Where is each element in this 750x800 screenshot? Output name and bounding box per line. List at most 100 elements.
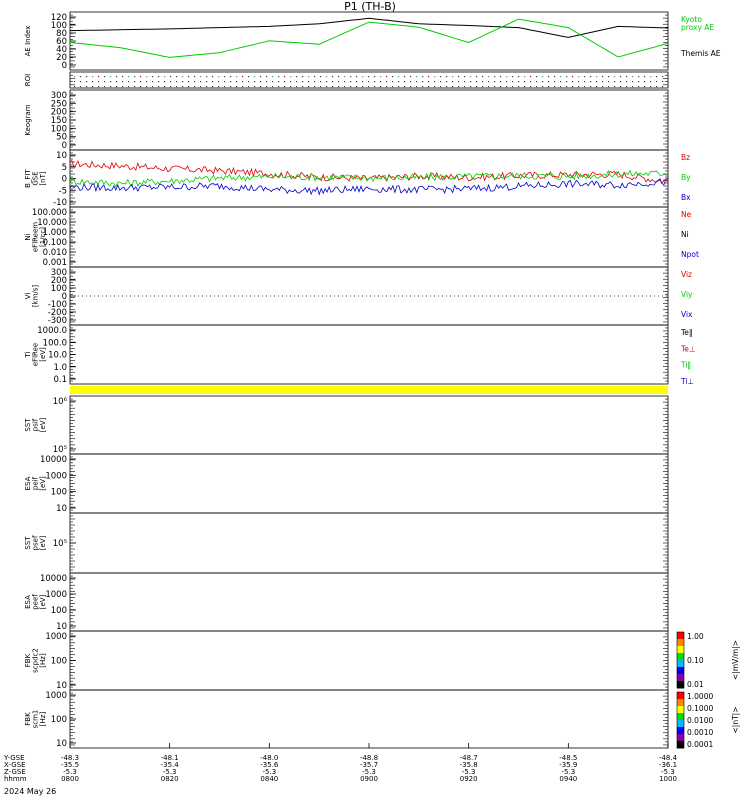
legend-label: Te⊥: [680, 344, 695, 353]
roi-dot: [584, 76, 586, 78]
bottom-axis-layer: Y-GSEX-GSEZ-GSEhhmm-48.3-35.5-5.30800-48…: [3, 743, 678, 783]
y-tick-label: -300: [48, 316, 67, 326]
roi-dot: [554, 76, 556, 78]
roi-dot: [386, 76, 388, 78]
y-axis-label: [1/cc]: [39, 227, 47, 247]
legend-label: Bx: [681, 193, 691, 202]
roi-dot: [224, 86, 226, 88]
roi-dot: [200, 76, 202, 78]
y-tick-label: 100: [51, 488, 67, 498]
roi-dot: [470, 86, 472, 88]
roi-dot: [656, 81, 658, 83]
panel-frame: [69, 630, 669, 691]
roi-dot: [176, 76, 178, 78]
y-tick-label: 0: [62, 175, 67, 185]
y-axis-label: Keogram: [24, 104, 32, 135]
roi-dot: [518, 81, 520, 83]
roi-dot: [128, 76, 130, 78]
y-tick-label: 10000: [40, 574, 67, 584]
roi-dot: [104, 76, 106, 78]
roi-dot: [98, 81, 100, 83]
roi-dot: [530, 76, 532, 78]
bfield-series-line: [69, 177, 669, 196]
roi-dot: [92, 86, 94, 88]
roi-dot: [308, 76, 310, 78]
roi-dot: [614, 81, 616, 83]
y-tick-label: 100.000: [32, 208, 67, 218]
roi-dot: [314, 86, 316, 88]
roi-dot: [188, 81, 190, 83]
roi-dot: [572, 76, 574, 78]
roi-dot: [422, 81, 424, 83]
roi-dot: [128, 86, 130, 88]
roi-dot: [284, 81, 286, 83]
colorbar-tick-label: 0.10: [687, 656, 704, 665]
roi-dot: [374, 81, 376, 83]
roi-dot: [632, 81, 634, 83]
roi-dot: [608, 86, 610, 88]
roi-dot: [308, 81, 310, 83]
roi-dot: [530, 86, 532, 88]
panel-frame: [69, 395, 669, 455]
y-axis-label: peef: [32, 594, 40, 610]
roi-dot: [122, 81, 124, 83]
y-tick-label: 300: [51, 91, 67, 101]
roi-dot: [290, 86, 292, 88]
roi-dot: [482, 86, 484, 88]
roi-dot: [578, 86, 580, 88]
roi-dot: [506, 76, 508, 78]
roi-dot: [500, 81, 502, 83]
y-tick-label: 50: [56, 133, 67, 143]
colorbar-tick-label: 0.0100: [687, 716, 713, 725]
y-tick-label: 10: [56, 151, 67, 161]
panel-frame: [69, 689, 669, 749]
y-tick-label: -10: [53, 198, 67, 208]
bottom-tick-label: -35.8: [460, 761, 478, 769]
roi-dot: [212, 76, 214, 78]
roi-dot: [134, 76, 136, 78]
panel-esa2: 10000 1000 100 10 ESA peef [eV]: [24, 572, 669, 632]
roi-dot: [590, 76, 592, 78]
bottom-tick-label: 0840: [260, 775, 278, 783]
roi-dot: [476, 86, 478, 88]
roi-dot: [626, 86, 628, 88]
y-tick-label: 250: [51, 99, 67, 109]
y-tick-label: 100.0: [43, 338, 67, 348]
bottom-row-label: X-GSE: [4, 761, 26, 769]
colorbar-frame: [676, 631, 685, 689]
panel-frame: [69, 512, 669, 574]
roi-dot: [434, 81, 436, 83]
panel-fbk2: 1000 100 10 FBK scm1 [Hz]: [24, 689, 669, 749]
roi-dot: [116, 81, 118, 83]
roi-dot: [188, 76, 190, 78]
y-axis-label: eFlReem: [32, 222, 40, 252]
roi-dot: [380, 76, 382, 78]
roi-dot: [344, 76, 346, 78]
roi-dot: [158, 86, 160, 88]
y-tick-label: 300: [51, 268, 67, 278]
roi-dot: [380, 81, 382, 83]
roi-dot: [128, 81, 130, 83]
bottom-tick-label: -48.3: [61, 754, 79, 762]
y-axis-label: scm1: [32, 710, 40, 729]
roi-dot: [476, 81, 478, 83]
panel-frame: [69, 71, 669, 89]
roi-dot: [458, 76, 460, 78]
colorbar-tick-label: 0.01: [687, 680, 704, 689]
legend-label: Ne: [681, 210, 692, 219]
y-axis-label: [eV]: [39, 535, 47, 550]
y-axis-label: [eV]: [39, 476, 47, 491]
roi-dot: [326, 81, 328, 83]
bottom-tick-label: -35.9: [559, 761, 577, 769]
roi-dot: [320, 76, 322, 78]
panel-frame: [69, 324, 669, 385]
y-tick-label: 1000: [45, 632, 67, 642]
roi-dot: [566, 81, 568, 83]
legend-label: Ti‖: [680, 361, 691, 370]
y-axis-label: [Hz]: [39, 712, 47, 727]
roi-dot: [206, 76, 208, 78]
y-axis-label: [km/s]: [32, 285, 40, 308]
y-axis-label: SST: [24, 418, 32, 432]
